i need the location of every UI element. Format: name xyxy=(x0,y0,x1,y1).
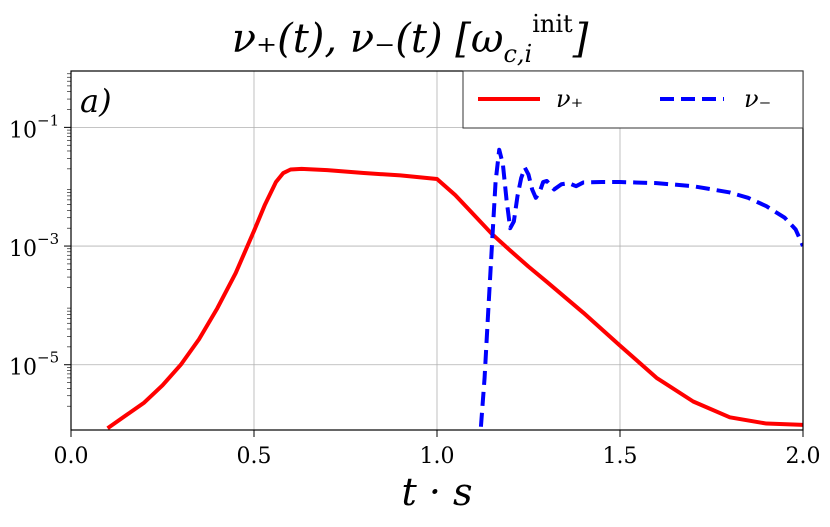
x-tick-label: 0.5 xyxy=(237,444,272,469)
panel-label: a) xyxy=(80,82,112,120)
legend-label-nu-minus: ν₋ xyxy=(744,85,771,113)
y-tick-label: 10−3 xyxy=(9,230,59,262)
y-tick-label: 10−5 xyxy=(9,349,59,381)
x-tick-label: 1.5 xyxy=(603,444,638,469)
x-tick-label: 2.0 xyxy=(786,444,821,469)
chart-title: ν₊(t), ν₋(t) [ωc,iinit] xyxy=(232,10,589,68)
legend-label-nu-plus: ν₊ xyxy=(556,85,583,113)
y-tick-label: 10−1 xyxy=(9,111,59,143)
series-line-nu-minus xyxy=(478,147,803,427)
ticks: 0.0 0.5 1.0 1.5 2.0 10−1 10−3 10−5 xyxy=(9,73,821,469)
x-tick-label: 1.0 xyxy=(420,444,455,469)
series-line-nu-plus xyxy=(106,166,803,430)
series-layer xyxy=(106,147,803,430)
x-tick-label: 0.0 xyxy=(54,444,89,469)
legend: ν₊ ν₋ xyxy=(462,70,804,129)
x-axis-label: t · s xyxy=(401,470,472,514)
